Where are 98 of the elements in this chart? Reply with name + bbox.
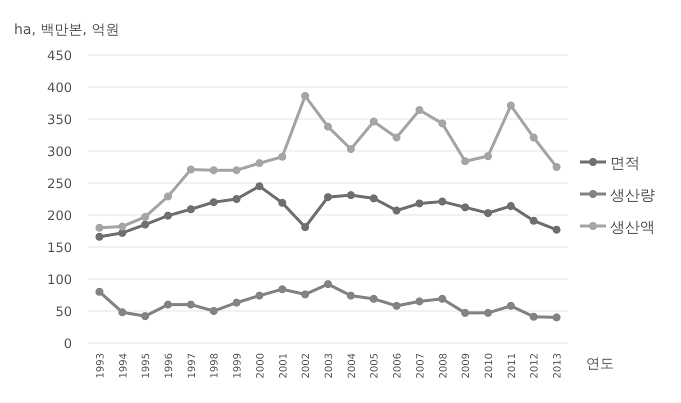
point (392, 302, 401, 310)
y-tick-label: 400 (47, 81, 72, 96)
point (438, 119, 446, 128)
point (392, 206, 401, 215)
point (278, 198, 286, 207)
x-tick-label: 2001 (278, 353, 290, 378)
point (415, 106, 424, 114)
point (484, 152, 492, 160)
point (415, 199, 424, 208)
point (232, 298, 241, 307)
point (346, 145, 355, 154)
point (392, 134, 401, 142)
point (415, 297, 424, 306)
point (324, 280, 332, 288)
point (210, 166, 218, 174)
point (346, 292, 355, 300)
x-tick-label: 2012 (530, 353, 541, 378)
x-tick-label: 2006 (392, 353, 404, 378)
point (370, 118, 378, 126)
point (210, 307, 218, 315)
x-tick-label: 2004 (346, 353, 358, 378)
y-tick-label: 200 (47, 209, 72, 224)
point (255, 182, 264, 190)
x-tick-label: 2010 (484, 353, 495, 378)
point (461, 157, 470, 166)
y-tick-label: 150 (47, 241, 72, 256)
point (141, 220, 150, 229)
point (141, 212, 150, 221)
point (255, 159, 264, 168)
point (552, 313, 561, 322)
point (118, 222, 126, 231)
x-tick-label: 1996 (164, 353, 175, 378)
x-tick-label: 2003 (324, 353, 335, 378)
point (278, 152, 286, 161)
point (186, 166, 195, 174)
x-tick-label: 1993 (95, 353, 106, 378)
x-tick-label: 2011 (506, 353, 518, 378)
x-tick-label: 1994 (118, 353, 130, 378)
y-tick-label: 0 (64, 337, 72, 352)
x-tick-label: 2000 (255, 353, 266, 378)
x-tick-label: 2005 (370, 353, 381, 378)
point (210, 198, 218, 206)
point (324, 122, 332, 131)
point (301, 290, 310, 298)
point (186, 205, 195, 214)
legend-label: 면적 (610, 154, 640, 172)
point (506, 202, 515, 210)
x-tick-label: 2008 (438, 353, 450, 378)
x-tick-label: 1999 (232, 353, 244, 378)
x-tick-label: 2009 (461, 353, 472, 378)
y-tick-label: 250 (47, 177, 72, 192)
y-axis-title: ha, 백만본, 억원 (14, 22, 120, 38)
point (141, 312, 150, 320)
x-tick-label: 2002 (301, 353, 312, 378)
x-tick-label: 2013 (552, 353, 564, 378)
legend-label: 생산량 (610, 186, 655, 204)
point (95, 288, 104, 296)
point (461, 308, 470, 317)
x-tick-label: 1997 (186, 353, 198, 378)
point (530, 134, 538, 142)
legend-label: 생산액 (610, 218, 655, 236)
point (438, 294, 446, 303)
point (186, 300, 195, 309)
x-tick-label: 1995 (141, 353, 152, 378)
point (255, 292, 264, 300)
point (232, 195, 241, 203)
point (506, 302, 515, 310)
point (118, 308, 126, 316)
point (552, 163, 561, 171)
x-tick-label: 1998 (210, 353, 221, 378)
point (95, 232, 104, 241)
point (530, 216, 538, 225)
point (301, 223, 310, 232)
point (164, 212, 172, 220)
point (301, 92, 310, 100)
point (164, 192, 172, 200)
point (346, 191, 355, 200)
y-tick-label: 350 (47, 113, 72, 128)
y-tick-label: 450 (47, 49, 72, 64)
x-tick-label: 2007 (415, 353, 426, 378)
point (461, 203, 470, 212)
point (552, 226, 561, 234)
x-axis-title: 연도 (586, 356, 614, 372)
point (438, 198, 446, 206)
point (530, 312, 538, 321)
point (370, 194, 378, 202)
point (506, 102, 515, 110)
point (232, 166, 241, 174)
point (95, 224, 104, 232)
y-tick-label: 100 (47, 273, 72, 288)
point (370, 294, 378, 303)
point (324, 193, 332, 202)
point (484, 308, 492, 317)
y-tick-label: 300 (47, 145, 72, 160)
point (484, 209, 492, 218)
y-tick-label: 50 (55, 305, 72, 320)
point (164, 300, 172, 309)
point (278, 285, 286, 294)
